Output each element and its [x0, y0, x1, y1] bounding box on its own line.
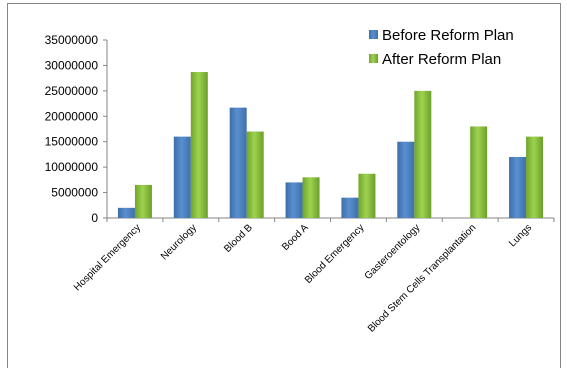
bar-after — [134, 184, 152, 218]
bar-before — [509, 156, 527, 218]
x-category-label: Neurology — [159, 222, 199, 262]
bar-before — [341, 197, 359, 218]
bar-after — [190, 72, 208, 218]
y-tick-label: 35000000 — [45, 33, 99, 47]
legend: Before Reform Plan After Reform Plan — [369, 27, 514, 68]
x-category-label: Blood Emergency — [303, 222, 367, 286]
y-tick-label: 5000000 — [51, 186, 98, 200]
y-tick-label: 25000000 — [45, 84, 99, 98]
x-category-label: Lungs — [507, 222, 534, 249]
y-tick-label: 15000000 — [45, 135, 99, 149]
x-category-label: Bood A — [280, 222, 311, 253]
bar-before — [117, 207, 135, 218]
x-category-label: Gasteroentology — [363, 222, 423, 282]
y-tick-label: 0 — [91, 211, 98, 225]
y-tick-label: 20000000 — [45, 109, 99, 123]
bar-before — [173, 136, 191, 218]
bar-after — [414, 90, 432, 218]
y-tick-labels: 0 5000000 10000000 15000000 20000000 25000000… — [45, 33, 99, 225]
bar-before — [229, 107, 247, 218]
bars — [117, 72, 544, 218]
legend-swatch — [369, 30, 378, 39]
bar-after — [302, 177, 320, 218]
bar-before — [285, 182, 303, 218]
bar-after — [246, 131, 264, 218]
legend-swatch — [369, 54, 378, 63]
x-category-label: Blood B — [222, 222, 255, 255]
bar-after — [470, 126, 488, 218]
chart-frame — [7, 3, 561, 368]
bar-after — [358, 173, 376, 218]
bar-before — [397, 141, 415, 218]
y-tick-label: 30000000 — [45, 58, 99, 72]
x-category-label: Blood Stem Cells Transplantation — [366, 222, 478, 334]
legend-label: After Reform Plan — [382, 51, 501, 68]
legend-label: Before Reform Plan — [382, 27, 514, 44]
x-category-labels: Hospital Emergency Neurology Blood B Bood A… — [72, 222, 534, 335]
y-tick-label: 10000000 — [45, 160, 99, 174]
bar-after — [526, 136, 544, 218]
x-category-label: Hospital Emergency — [72, 222, 143, 293]
